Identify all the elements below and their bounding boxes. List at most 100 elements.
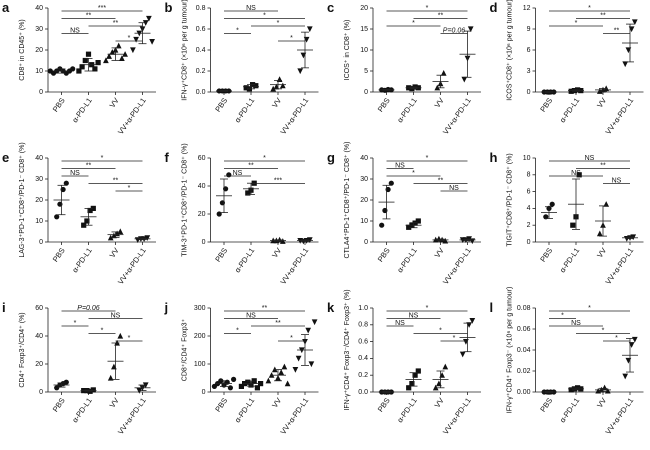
data-point: [130, 47, 136, 54]
significance-label: NS: [70, 170, 80, 177]
significance-label: *: [128, 35, 131, 42]
y-axis-label: ICOS⁺ in CD8⁺ (%): [344, 20, 351, 81]
x-tick-label: PBS: [213, 96, 229, 113]
y-tick-label: 0.04: [517, 347, 531, 354]
y-axis-label: ICOS⁺CD8⁺ (×10⁶ per g tumour): [507, 0, 514, 101]
significance-label: *: [263, 13, 266, 20]
significance-label: NS: [246, 313, 256, 320]
y-tick-label: 0.8: [358, 322, 368, 329]
y-axis-label: TIM-3⁺PD-1⁺CD8⁺/PD-1⁻ CD8⁺ (%): [182, 143, 189, 256]
x-tick-label: VV: [108, 246, 121, 259]
data-point: [284, 380, 291, 387]
y-tick-label: 40: [35, 155, 43, 162]
x-tick-label: VV+α-PD-L1: [604, 96, 636, 136]
data-point: [436, 380, 442, 387]
y-tick-label: 30: [35, 176, 43, 183]
y-tick-label: 0.4: [358, 355, 368, 362]
data-point: [238, 383, 244, 389]
panel: c ICOS⁺ in CD8⁺ (%) 0 5 10 15 20 PBS α-PD-L1 VVVV…: [327, 0, 481, 136]
data-point: [622, 373, 629, 380]
y-tick-label: 60: [35, 305, 43, 312]
y-tick-label: 8: [527, 172, 531, 179]
significance-label: *: [561, 313, 564, 320]
data-point: [111, 363, 117, 370]
data-point: [568, 88, 574, 94]
y-tick-label: 5: [364, 68, 368, 75]
panel-letter: k: [327, 300, 335, 315]
data-point: [119, 55, 125, 61]
x-tick-label: VV: [270, 246, 283, 259]
panel-letter: b: [165, 0, 173, 15]
data-point: [463, 339, 469, 345]
data-point: [297, 68, 304, 75]
y-tick-label: 40: [35, 333, 43, 340]
x-tick-label: VV+α-PD-L1: [604, 396, 636, 436]
panel-letter: i: [2, 300, 6, 315]
significance-label: NS: [111, 313, 121, 320]
significance-label: **: [248, 163, 254, 170]
data-point: [243, 85, 249, 91]
significance-label: *: [263, 155, 266, 162]
data-point: [631, 19, 638, 26]
y-tick-label: 0: [527, 89, 531, 96]
significance-label: NS: [395, 320, 405, 327]
data-point: [442, 363, 449, 370]
x-tick-label: VV+α-PD-L1: [279, 396, 311, 436]
significance-label: *: [412, 170, 415, 177]
y-tick-label: 0.8: [196, 5, 206, 12]
x-tick-label: α-PD-L1: [395, 96, 418, 124]
x-tick-label: VV+α-PD-L1: [116, 96, 148, 136]
y-axis-label: CTLA4⁺PD-1⁺CD8⁺/PD-1⁻ CD8⁺ (%): [344, 142, 351, 259]
x-tick-label: α-PD-L1: [395, 396, 418, 424]
y-axis-label: IFN-γ⁺CD4⁺ Foxp3⁻ (×10⁶ per g tumour): [507, 287, 514, 414]
data-point: [622, 61, 629, 68]
y-tick-label: 0: [364, 239, 368, 246]
significance-label: **: [438, 178, 444, 185]
panel: h TIGIT⁺CD8⁺/PD-1⁻ CD8⁺ (%) 0 2 4 6 8 10 PBS α-PD…: [490, 150, 644, 286]
panel: e LAG-3⁺PD-1⁺CD8⁺/PD-1⁻ CD8⁺ (%) 0 10 20 30 40…: [2, 142, 156, 286]
y-tick-label: 0: [527, 239, 531, 246]
significance-label: *: [74, 320, 77, 327]
significance-label: NS: [585, 155, 595, 162]
data-point: [549, 201, 555, 207]
y-tick-label: 0: [39, 89, 43, 96]
panel: g CTLA4⁺PD-1⁺CD8⁺/PD-1⁻ CD8⁺ (%) 0 10 20 30 40…: [327, 142, 481, 286]
y-tick-label: 4: [527, 205, 531, 212]
data-point: [379, 222, 385, 228]
significance-label: **: [86, 13, 92, 20]
significance-label: **: [113, 178, 119, 185]
data-point: [245, 190, 251, 196]
data-point: [117, 228, 124, 235]
panel-letter: a: [2, 0, 10, 15]
y-axis-label: LAG-3⁺PD-1⁺CD8⁺/PD-1⁻ CD8⁺ (%): [19, 142, 26, 257]
significance-label: **: [86, 163, 92, 170]
panel-letter: h: [490, 150, 498, 165]
significance-label: NS: [449, 185, 459, 192]
x-tick-label: α-PD-L1: [70, 396, 93, 424]
x-tick-label: VV+α-PD-L1: [441, 246, 473, 286]
panel-letter: f: [165, 150, 170, 165]
data-point: [279, 238, 286, 244]
y-tick-label: 0: [39, 389, 43, 396]
significance-label: **: [275, 320, 281, 327]
significance-label: *: [602, 328, 605, 335]
y-tick-label: 0.6: [358, 338, 368, 345]
significance-label: *: [101, 155, 104, 162]
data-point: [281, 363, 288, 370]
y-tick-label: 2: [527, 222, 531, 229]
y-tick-label: 9: [527, 26, 531, 33]
significance-label: P=0.06: [77, 305, 99, 312]
data-point: [415, 368, 421, 374]
data-point: [70, 66, 76, 72]
y-axis-label: CD8⁺ in CD45⁺ (%): [19, 19, 26, 80]
y-tick-label: 20: [35, 361, 43, 368]
data-point: [596, 230, 603, 237]
significance-label: *: [588, 5, 591, 12]
y-tick-label: 0.02: [517, 368, 531, 375]
x-tick-label: VV: [595, 96, 608, 109]
significance-label: ***: [98, 5, 106, 12]
significance-label: *: [615, 335, 618, 342]
panel-letter: g: [327, 150, 335, 165]
data-point: [95, 60, 101, 66]
